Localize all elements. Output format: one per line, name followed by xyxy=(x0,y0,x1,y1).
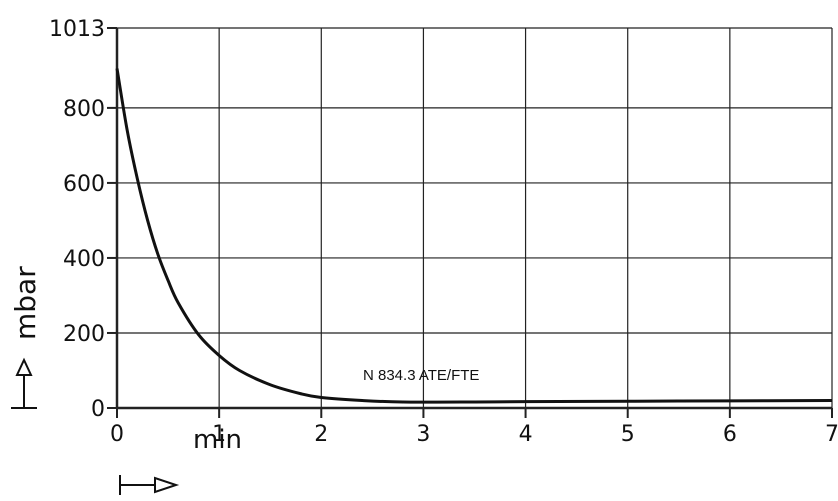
y-tick-label: 400 xyxy=(63,247,105,272)
y-tick-label: 800 xyxy=(63,97,105,122)
x-axis-ticks: 0 1 2 3 4 5 6 7 xyxy=(110,408,838,447)
x-tick-label: 7 xyxy=(825,422,838,447)
chart-annotation: N 834.3 ATE/FTE xyxy=(363,367,479,384)
y-axis-arrow-icon xyxy=(11,357,37,409)
pressure-curve xyxy=(115,68,833,404)
y-tick-label: 0 xyxy=(91,397,105,422)
y-axis-label-group: mbar xyxy=(9,266,42,409)
x-tick-label: 6 xyxy=(723,422,737,447)
chart-grid xyxy=(115,27,833,410)
y-tick-label: 1013 xyxy=(49,17,105,42)
y-tick-label: 200 xyxy=(63,322,105,347)
x-tick-label: 2 xyxy=(314,422,328,447)
x-tick-label: 0 xyxy=(110,422,124,447)
y-axis-label: mbar xyxy=(9,266,42,340)
x-tick-label: 1 xyxy=(212,422,226,447)
x-axis-label: min xyxy=(193,425,242,455)
x-tick-label: 5 xyxy=(621,422,635,447)
y-axis-ticks: 0 200 400 600 800 1013 xyxy=(49,17,117,422)
y-tick-label: 600 xyxy=(63,172,105,197)
x-tick-label: 3 xyxy=(416,422,430,447)
x-tick-label: 4 xyxy=(519,422,533,447)
x-axis-arrow-icon xyxy=(119,475,180,495)
